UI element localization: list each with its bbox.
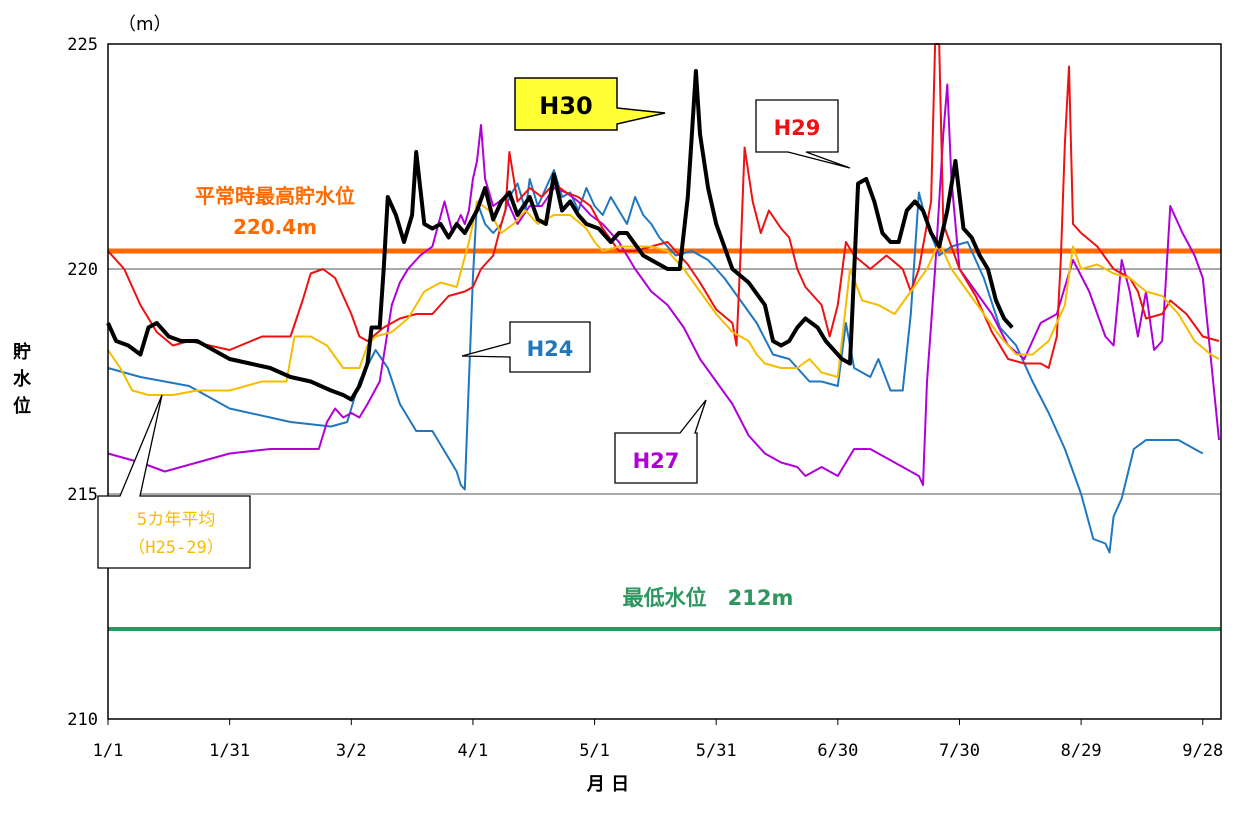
x-axis-title: 月 日	[586, 774, 629, 795]
x-tick-label-9: 9/28	[1182, 741, 1223, 761]
y-axis-title: 貯水位	[13, 341, 32, 417]
h24-callout: H24	[461, 321, 591, 373]
x-tick-label-0: 1/1	[93, 741, 124, 761]
series-lines	[106, 43, 1220, 554]
average-callout-line2: （H25-29）	[128, 538, 223, 558]
x-tick-labels: 1/1 1/31 3/2 4/1 5/1 5/31 6/30 7/30 8/29 9/28	[93, 719, 1223, 761]
minimum-level-label: 最低水位 212m	[623, 586, 794, 610]
normal-max-level-label: 平常時最高貯水位	[195, 184, 355, 208]
x-tick-label-7: 7/30	[939, 741, 980, 761]
x-tick-label-1: 1/31	[209, 741, 250, 761]
h30-callout: H30	[514, 77, 666, 131]
normal-max-level-value: 220.4m	[233, 215, 317, 239]
x-tick-label-4: 5/1	[579, 741, 610, 761]
series-line-H27	[107, 83, 1220, 486]
y-axis-title-char-1: 水	[13, 368, 32, 390]
y-tick-label-0: 210	[67, 710, 98, 730]
series-line-H30	[106, 69, 1014, 402]
average-callout: 5カ年平均 （H25-29）	[97, 394, 251, 569]
h24-callout-text: H24	[527, 337, 574, 361]
y-axis-title-char-0: 貯	[13, 341, 31, 363]
y-unit-label: （m）	[118, 14, 172, 35]
x-tick-label-5: 5/31	[696, 741, 737, 761]
series-line-5カ年平均	[107, 200, 1220, 396]
y-tick-labels: 210 215 220 225	[67, 35, 98, 730]
x-tick-label-2: 3/2	[336, 741, 367, 761]
series-line-H24	[107, 169, 1204, 554]
y-tick-label-1: 215	[67, 485, 98, 505]
h29-callout: H29	[755, 99, 851, 169]
y-tick-label-2: 220	[67, 260, 98, 280]
y-axis-title-char-2: 位	[13, 395, 31, 417]
average-callout-line1: 5カ年平均	[137, 510, 216, 530]
h27-callout-text: H27	[633, 449, 680, 473]
y-tick-label-3: 225	[67, 35, 98, 55]
h27-callout: H27	[614, 399, 707, 484]
series-line-H29	[107, 43, 1220, 369]
x-tick-label-3: 4/1	[458, 741, 489, 761]
h30-callout-text: H30	[539, 92, 592, 120]
plot-frame	[107, 43, 1222, 720]
x-tick-label-6: 6/30	[817, 741, 858, 761]
x-tick-label-8: 8/29	[1061, 741, 1102, 761]
h29-callout-text: H29	[774, 116, 821, 140]
